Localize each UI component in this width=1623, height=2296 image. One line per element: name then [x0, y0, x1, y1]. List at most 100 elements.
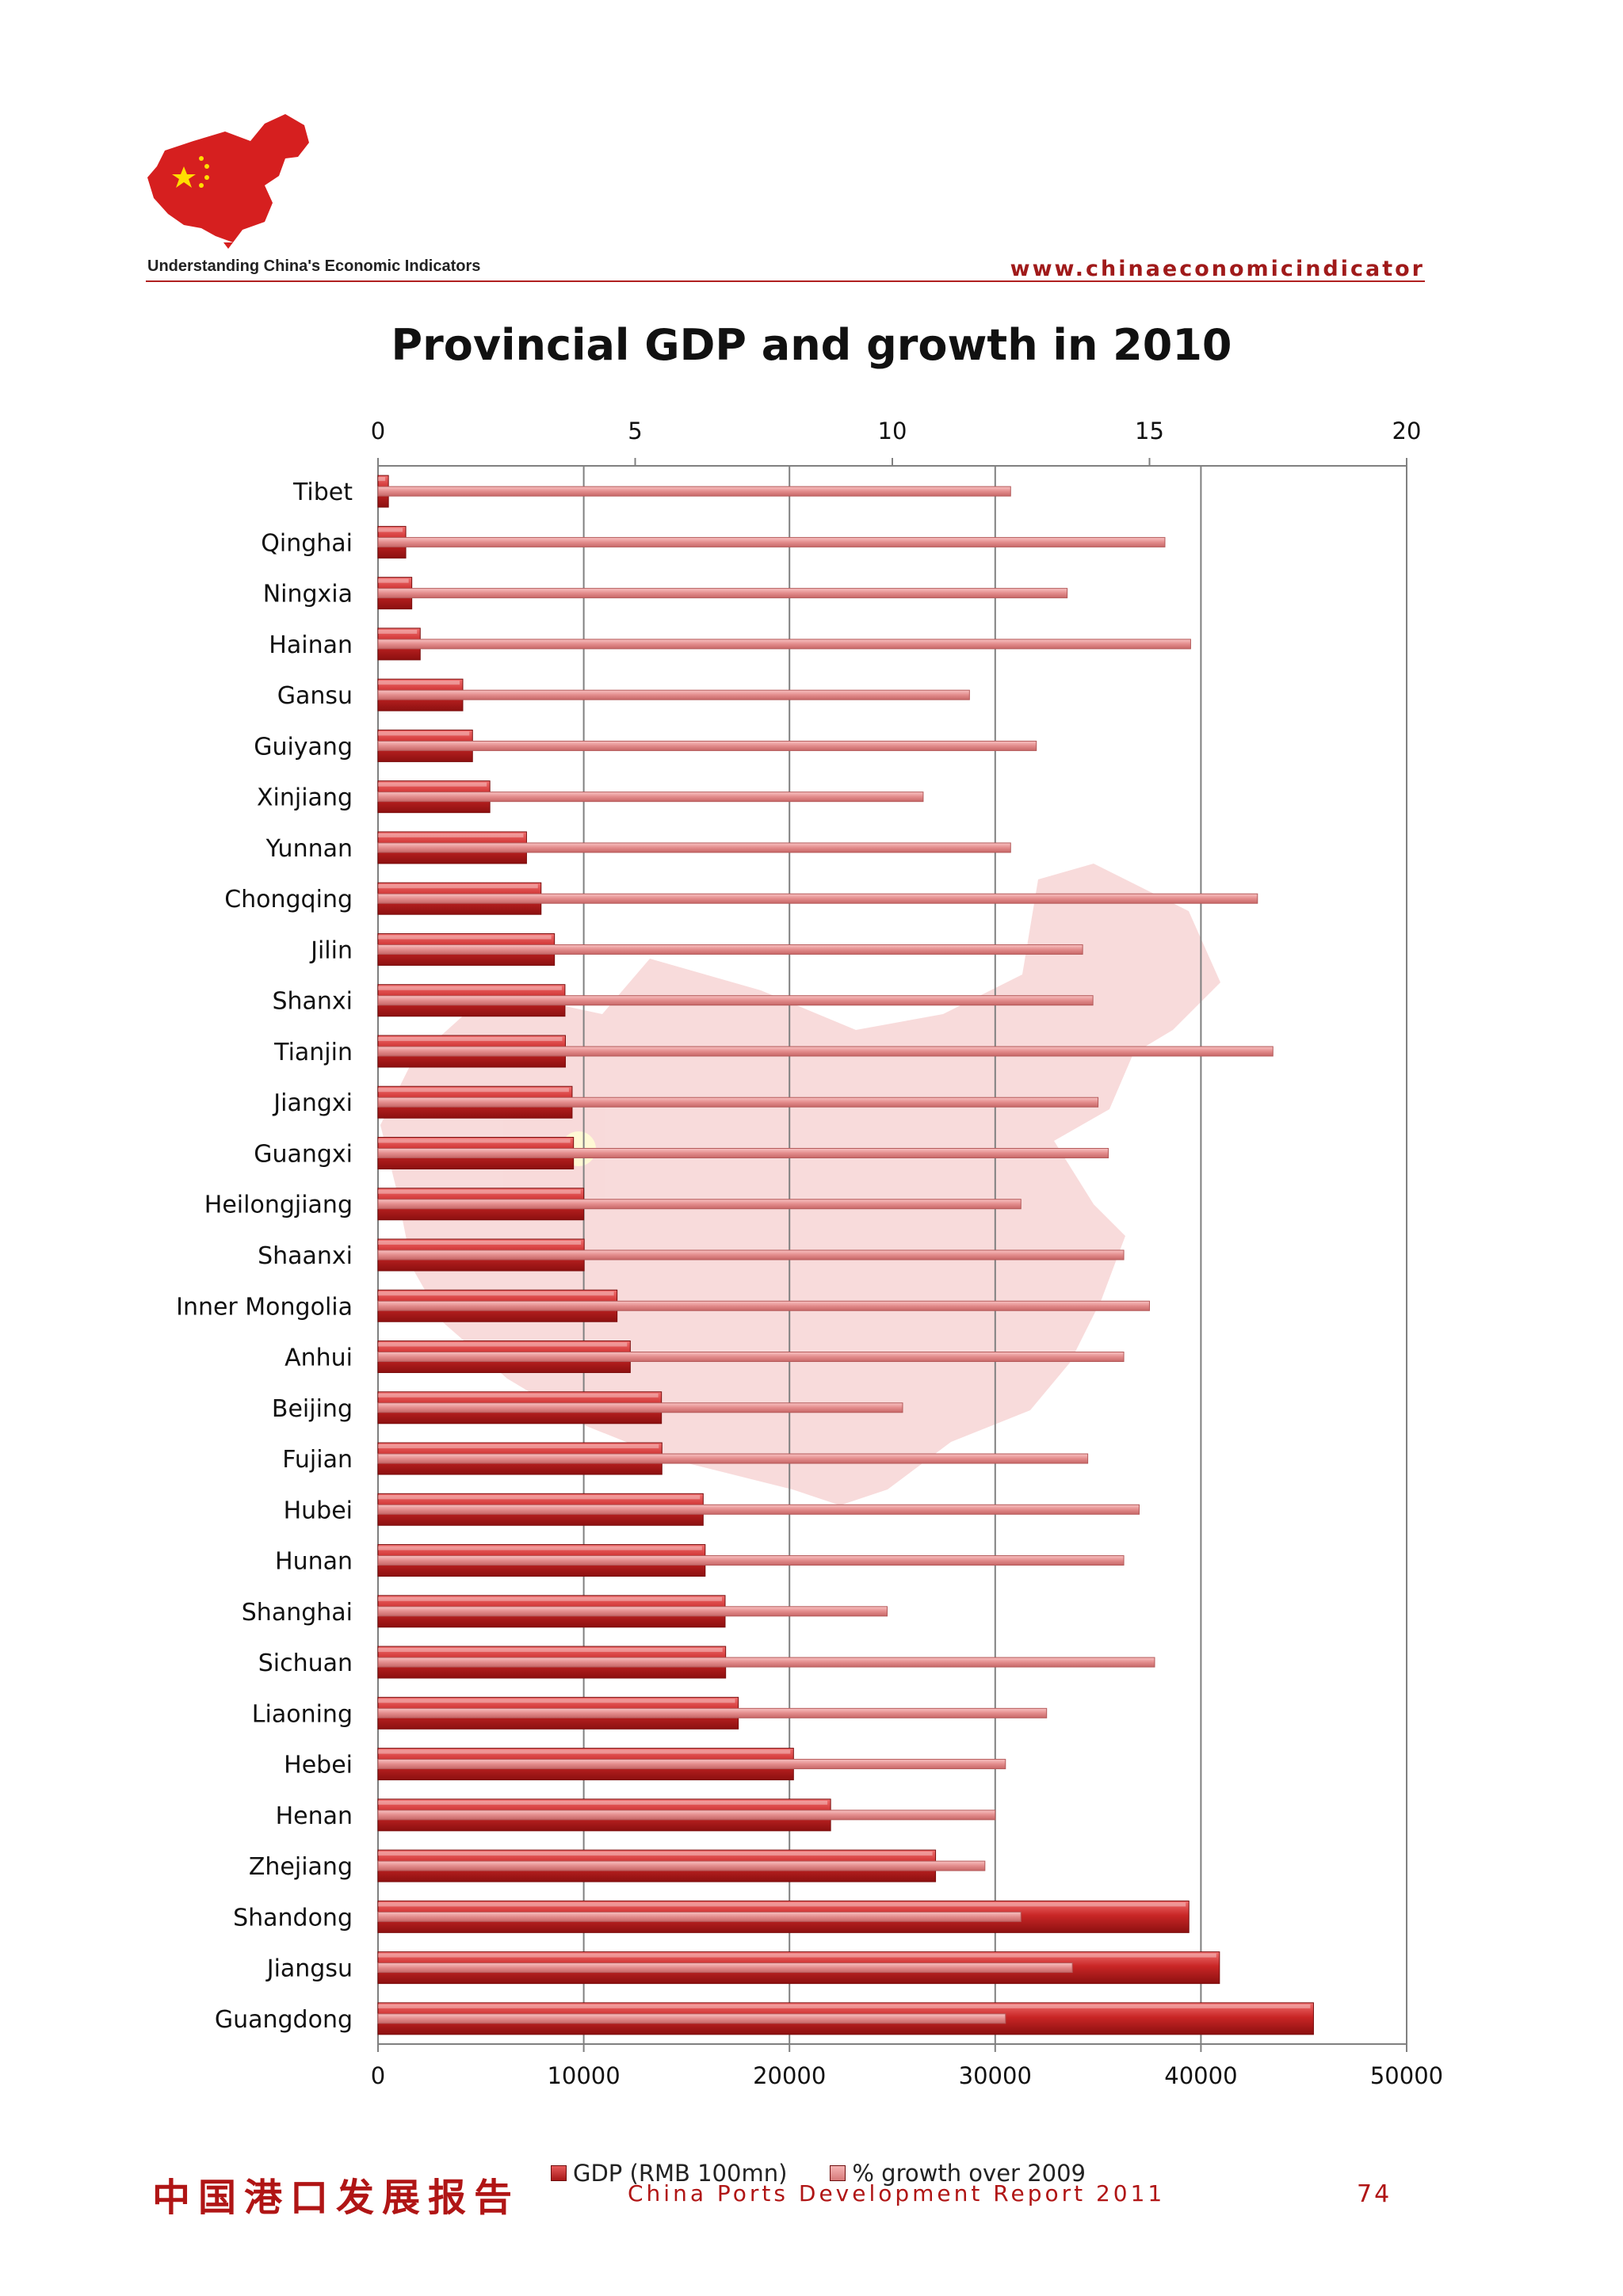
gdp-bar-highlight — [378, 1189, 581, 1194]
top-axis-tick-label: 20 — [1392, 418, 1422, 444]
growth-bar — [377, 639, 1191, 650]
header-divider — [146, 280, 1425, 282]
header-tagline: Understanding China's Economic Indicator… — [147, 257, 481, 275]
legend-gdp-swatch-icon — [551, 2165, 567, 2181]
growth-bar — [377, 740, 1037, 751]
category-label: Hubei — [284, 1497, 353, 1524]
category-label: Xinjiang — [257, 784, 353, 812]
growth-bar — [377, 1249, 1125, 1261]
gdp-bar-highlight — [378, 884, 538, 889]
category-label: Tianjin — [273, 1039, 353, 1066]
growth-bar — [377, 536, 1166, 547]
gdp-bar-highlight — [378, 2004, 1311, 2008]
growth-bar — [377, 1453, 1089, 1464]
category-label: Guiyang — [254, 733, 353, 761]
bottom-axis-tick-label: 0 — [371, 2062, 385, 2089]
top-axis-tick-label: 0 — [371, 418, 385, 444]
growth-bar — [377, 995, 1094, 1006]
legend-growth: % growth over 2009 — [830, 2160, 1086, 2187]
growth-bar — [377, 2013, 1006, 2024]
gdp-bar-highlight — [378, 1036, 563, 1041]
bottom-axis-tick-label: 40000 — [1164, 2062, 1237, 2089]
category-label: Jiangsu — [265, 1955, 353, 1983]
axis-labels: 0 10000 20000 30000 40000 50000 0 5 10 15 20 Tibet Q… — [176, 418, 1443, 2089]
category-label: Ningxia — [263, 581, 353, 608]
gdp-bar-highlight — [378, 1444, 659, 1449]
gdp-bar-highlight — [378, 782, 487, 787]
category-label: Chongqing — [224, 886, 353, 913]
gdp-bar-highlight — [378, 1749, 791, 1754]
growth-bar — [377, 588, 1068, 599]
gdp-bar-highlight — [378, 477, 386, 482]
gdp-bar-highlight — [378, 1852, 933, 1856]
category-label: Henan — [276, 1802, 353, 1830]
category-label: Hunan — [275, 1548, 353, 1576]
top-axis-tick-label: 5 — [628, 418, 642, 444]
category-label: Shandong — [233, 1904, 353, 1932]
legend-gdp: GDP (RMB 100mn) — [551, 2160, 787, 2187]
category-label: Shaanxi — [258, 1242, 353, 1270]
gdp-bar-highlight — [378, 1138, 571, 1143]
category-label: Jilin — [309, 936, 353, 964]
growth-bar — [377, 1962, 1073, 1974]
growth-bar — [377, 1097, 1099, 1108]
bottom-axis-tick-label: 10000 — [547, 2062, 620, 2089]
header-url[interactable]: www.chinaeconomicindicator — [1010, 257, 1425, 281]
category-label: Guangdong — [215, 2006, 353, 2034]
growth-bar — [377, 1300, 1150, 1311]
gdp-bar-highlight — [378, 1291, 614, 1296]
growth-bar — [377, 1504, 1140, 1515]
category-label: Shanxi — [272, 988, 353, 1016]
gdp-bar-highlight — [378, 578, 409, 583]
category-label: Heilongjiang — [204, 1192, 353, 1219]
bottom-axis-tick-label: 30000 — [959, 2062, 1032, 2089]
gdp-bar-highlight — [378, 1495, 701, 1500]
growth-bar — [377, 1810, 996, 1821]
gdp-bar-highlight — [378, 1342, 628, 1347]
footer-chinese-title: 中国港口发展报告 — [152, 2176, 521, 2220]
category-label: Guangxi — [254, 1140, 353, 1168]
growth-bar — [377, 791, 924, 803]
growth-bar — [377, 1046, 1274, 1057]
category-label: Hebei — [284, 1752, 353, 1779]
growth-bar — [377, 1707, 1048, 1718]
category-label: Gansu — [277, 682, 353, 710]
gdp-bar-highlight — [378, 1546, 702, 1550]
category-label: Liaoning — [252, 1700, 353, 1728]
growth-bar — [377, 1606, 888, 1617]
growth-bar — [377, 1352, 1125, 1363]
gdp-bar-highlight — [378, 833, 524, 837]
growth-bar — [377, 1402, 903, 1413]
category-label: Shanghai — [242, 1599, 353, 1627]
growth-bar — [377, 893, 1258, 904]
growth-bar — [377, 1860, 986, 1871]
category-label: Sichuan — [258, 1650, 353, 1677]
category-label: Tibet — [292, 479, 353, 506]
category-label: Qinghai — [261, 529, 353, 557]
growth-bar — [377, 1657, 1155, 1668]
category-label: Hainan — [269, 631, 353, 659]
category-label: Yunnan — [265, 835, 353, 863]
category-label: Fujian — [282, 1446, 353, 1474]
category-label: Anhui — [285, 1344, 353, 1372]
growth-bar — [377, 842, 1011, 853]
gdp-bar-highlight — [378, 1800, 828, 1805]
category-label: Zhejiang — [249, 1853, 353, 1881]
top-axis-tick-label: 10 — [878, 418, 907, 444]
growth-bar — [377, 486, 1011, 497]
legend-growth-label: % growth over 2009 — [852, 2160, 1086, 2187]
gdp-bar-highlight — [378, 1902, 1186, 1907]
category-label: Inner Mongolia — [176, 1293, 353, 1321]
category-label: Jiangxi — [272, 1089, 353, 1117]
gdp-bar-highlight — [378, 1699, 735, 1703]
legend-growth-swatch-icon — [830, 2165, 846, 2181]
growth-bar — [377, 689, 970, 700]
gdp-bar-highlight — [378, 986, 562, 990]
bottom-axis-tick-label: 50000 — [1370, 2062, 1443, 2089]
gdp-bar-highlight — [378, 1953, 1216, 1958]
gdp-bar-highlight — [378, 528, 403, 532]
gdp-bar-highlight — [378, 731, 470, 736]
chart-title: Provincial GDP and growth in 2010 — [391, 320, 1232, 370]
growth-bar — [377, 1555, 1125, 1566]
